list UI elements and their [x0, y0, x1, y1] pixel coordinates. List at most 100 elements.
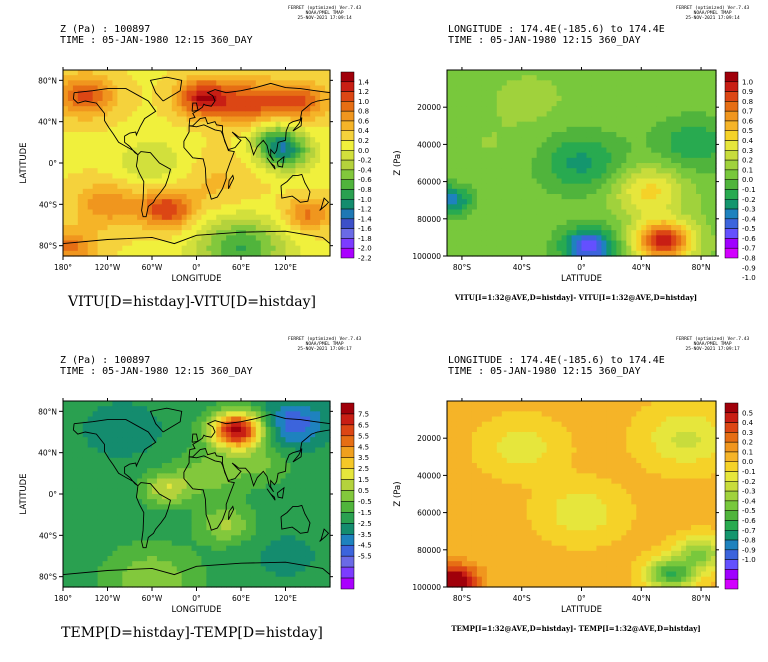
heatmap-cell — [161, 240, 168, 247]
heatmap-cell — [142, 219, 148, 226]
heatmap-cell — [701, 90, 707, 97]
heatmap-cell — [112, 95, 118, 102]
heatmap-cell — [117, 116, 123, 123]
heatmap-cell — [122, 106, 128, 112]
colorbar-swatch — [724, 199, 739, 210]
heatmap-cell — [671, 85, 677, 92]
heatmap-cell — [102, 437, 109, 443]
heatmap-cell — [481, 152, 488, 159]
heatmap-cell — [546, 199, 553, 205]
heatmap-cell — [122, 152, 128, 159]
heatmap-cell — [176, 447, 183, 454]
heatmap-cell — [621, 230, 627, 236]
heatmap-cell — [206, 163, 212, 169]
heatmap-cell — [260, 245, 267, 252]
heatmap-cell — [241, 85, 247, 92]
heatmap-cell — [611, 126, 617, 133]
heatmap-cell — [571, 163, 578, 169]
heatmap-cell — [67, 535, 74, 542]
heatmap-cell — [686, 235, 692, 242]
heatmap-cell — [161, 530, 168, 536]
heatmap-cell — [576, 116, 583, 123]
heatmap-cell — [82, 535, 89, 542]
heatmap-cell — [596, 70, 603, 76]
heatmap-cell — [506, 101, 513, 107]
heatmap-cell — [241, 199, 247, 205]
heatmap-cell — [571, 137, 578, 143]
heatmap-cell — [127, 530, 133, 536]
heatmap-cell — [221, 85, 227, 92]
heatmap-cell — [456, 137, 463, 143]
heatmap-cell — [486, 230, 493, 236]
heatmap-cell — [142, 411, 148, 418]
heatmap-cell — [601, 106, 608, 112]
heatmap-cell — [686, 106, 692, 112]
heatmap-cell — [176, 70, 183, 76]
heatmap-cell — [181, 225, 188, 231]
heatmap-cell — [137, 535, 143, 542]
heatmap-cell — [651, 157, 657, 164]
heatmap-cell — [137, 540, 143, 547]
heatmap-cell — [280, 85, 287, 92]
heatmap-cell — [506, 194, 513, 200]
heatmap-cell — [325, 152, 331, 159]
heatmap-cell — [616, 219, 622, 226]
heatmap-cell — [506, 235, 513, 242]
heatmap-cell — [621, 188, 627, 195]
heatmap-cell — [102, 106, 109, 112]
heatmap-cell — [290, 70, 296, 76]
heatmap-cell — [63, 204, 69, 211]
heatmap-cell — [451, 90, 458, 97]
heatmap-cell — [87, 250, 94, 257]
heatmap-cell — [576, 204, 583, 211]
heatmap-cell — [671, 132, 677, 138]
heatmap-cell — [616, 194, 622, 200]
heatmap-cell — [97, 199, 104, 205]
heatmap-cell — [255, 188, 262, 195]
heatmap-cell — [576, 157, 583, 164]
heatmap-cell — [711, 173, 717, 180]
heatmap-cell — [571, 178, 578, 185]
heatmap-cell — [506, 121, 513, 128]
heatmap-cell — [67, 80, 74, 87]
heatmap-cell — [275, 80, 282, 87]
heatmap-cell — [315, 183, 321, 190]
heatmap-cell — [132, 447, 138, 454]
heatmap-cell — [676, 137, 682, 143]
heatmap-cell — [201, 137, 207, 143]
heatmap-cell — [122, 432, 128, 438]
heatmap-cell — [310, 204, 316, 211]
heatmap-cell — [581, 152, 588, 159]
heatmap-cell — [536, 188, 543, 195]
heatmap-cell — [176, 457, 183, 464]
heatmap-cell — [491, 147, 498, 154]
heatmap-cell — [275, 95, 282, 102]
heatmap-cell — [270, 168, 277, 174]
heatmap-cell — [686, 137, 692, 143]
heatmap-cell — [606, 137, 612, 143]
heatmap-cell — [186, 494, 193, 500]
heatmap-cell — [127, 126, 133, 133]
x-tick-label: 120°E — [274, 263, 297, 272]
heatmap-cell — [211, 121, 217, 128]
heatmap-cell — [92, 178, 99, 185]
colorbar-label: -0.9 — [742, 264, 756, 272]
heatmap-cell — [491, 183, 498, 190]
heatmap-cell — [166, 421, 173, 428]
heatmap-cell — [481, 173, 488, 180]
heatmap-cell — [231, 250, 237, 257]
heatmap-cell — [576, 178, 583, 185]
heatmap-cell — [137, 576, 143, 583]
heatmap-cell — [112, 406, 118, 412]
heatmap-cell — [461, 168, 468, 174]
heatmap-cell — [112, 556, 118, 562]
heatmap-cell — [161, 126, 168, 133]
heatmap-cell — [166, 121, 173, 128]
heatmap-cell — [686, 204, 692, 211]
heatmap-cell — [305, 250, 311, 257]
heatmap-cell — [556, 173, 563, 180]
heatmap-cell — [127, 245, 133, 252]
heatmap-cell — [63, 519, 69, 526]
heatmap-cell — [591, 219, 598, 226]
heatmap-cell — [122, 90, 128, 97]
